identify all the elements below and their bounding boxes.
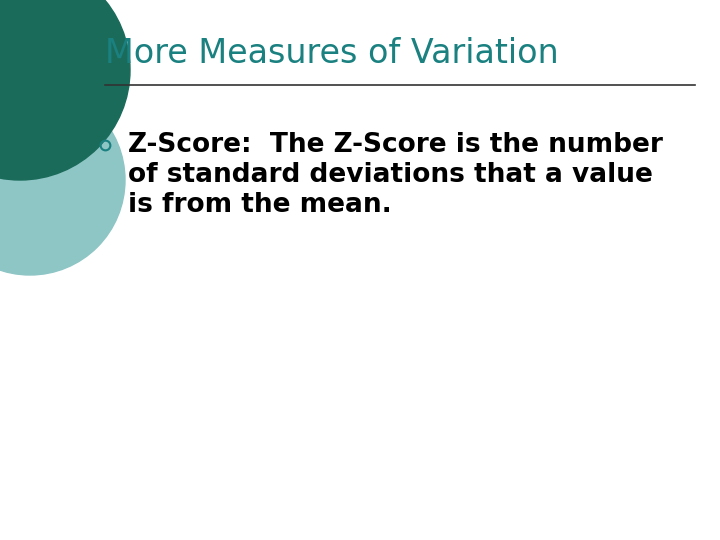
Text: Z-Score:  The Z-Score is the number: Z-Score: The Z-Score is the number bbox=[128, 132, 663, 158]
Text: is from the mean.: is from the mean. bbox=[128, 192, 392, 218]
Text: More Measures of Variation: More Measures of Variation bbox=[105, 37, 559, 70]
Text: of standard deviations that a value: of standard deviations that a value bbox=[128, 162, 653, 188]
Circle shape bbox=[0, 0, 130, 180]
Circle shape bbox=[0, 85, 125, 275]
